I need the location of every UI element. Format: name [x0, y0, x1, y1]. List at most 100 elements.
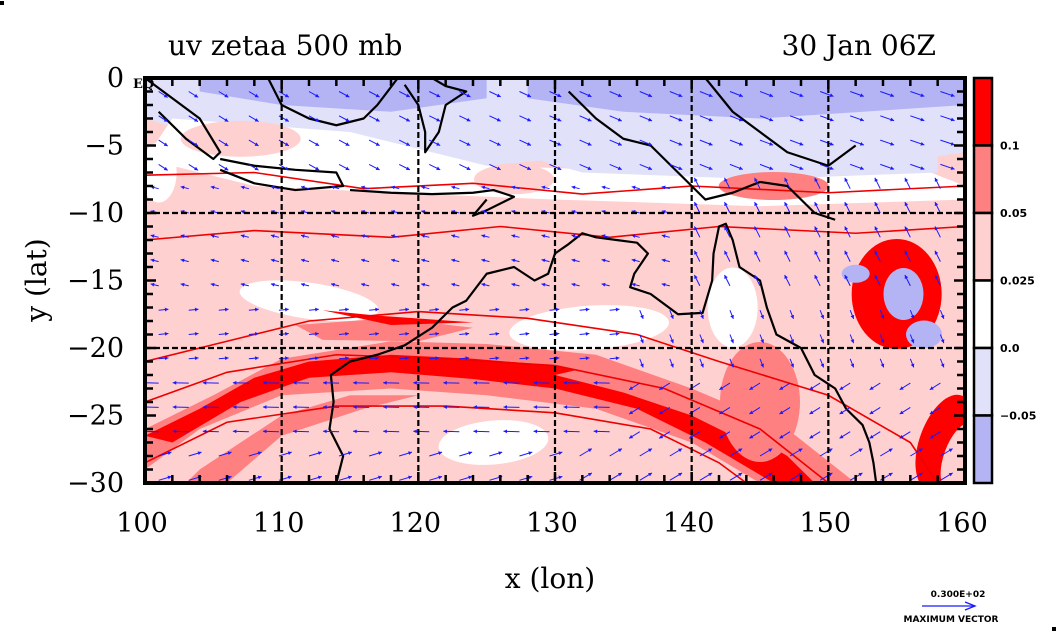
wind-vector-head — [240, 282, 245, 287]
wind-vector-head — [323, 380, 327, 385]
wind-vector-head — [814, 226, 818, 231]
wind-vector-head — [481, 209, 486, 214]
wind-vector-head — [790, 339, 795, 344]
wind-vector-head — [648, 142, 653, 146]
wind-vector-head — [708, 142, 713, 146]
wind-vector-head — [929, 434, 934, 439]
wind-vector-head — [563, 380, 568, 385]
wind-vector-head — [315, 142, 320, 146]
wind-vector-head — [421, 185, 426, 190]
wind-vector-head — [629, 410, 634, 415]
wind-vector-head — [300, 185, 305, 190]
wind-vector-head — [587, 117, 592, 122]
wind-vector-head — [240, 209, 245, 214]
wind-vector-head — [210, 258, 215, 263]
wind-vector-head — [850, 339, 855, 344]
wind-vector-head — [754, 177, 758, 182]
wind-vector-head — [345, 166, 350, 170]
wind-vector-head — [661, 282, 666, 287]
wind-vector-head — [920, 93, 925, 97]
wind-vector-head — [163, 118, 168, 122]
wind-vector-head — [631, 258, 636, 263]
wind-vector-head — [361, 282, 365, 287]
wind-vector-head — [844, 250, 849, 255]
wind-vector-head — [180, 258, 185, 263]
wind-vector-head — [227, 451, 232, 456]
y-tick-label: −10 — [67, 198, 124, 229]
field-neutral-patch — [239, 280, 379, 322]
wind-vector-head — [749, 410, 754, 415]
wind-vector-head — [197, 451, 202, 456]
wind-vector-head — [284, 142, 289, 146]
wind-vector-head — [708, 448, 713, 453]
colorbar-labels: 0.1 0.05 0.025 0.0 −0.05 — [1000, 140, 1036, 423]
wind-vector-head — [224, 118, 229, 122]
wind-vector-head — [769, 117, 774, 122]
wind-vector-head — [436, 93, 441, 98]
wind-vector-head — [760, 314, 764, 319]
wind-vector-head — [331, 282, 335, 287]
corner-mark — [1052, 627, 1056, 631]
wind-vector-head — [601, 234, 606, 238]
wind-vector-head — [563, 429, 568, 434]
wind-vector-head — [413, 405, 417, 410]
wind-vector-head — [601, 258, 606, 263]
colorbar-segment — [972, 279, 994, 350]
wind-vector-head — [180, 234, 185, 238]
wind-vector-head — [899, 434, 904, 439]
wind-vector-head — [555, 331, 560, 336]
wind-vector-head — [528, 451, 533, 456]
wind-vector-head — [375, 307, 379, 312]
wind-vector-head — [617, 448, 622, 453]
wind-vector-head — [678, 472, 683, 477]
contour-line — [145, 171, 965, 195]
wind-vector-head — [293, 429, 297, 434]
wind-vector-head — [254, 356, 259, 361]
wind-vector-head — [435, 356, 440, 361]
wind-vector-head — [874, 275, 879, 280]
wind-vector-head — [315, 118, 320, 122]
coastline-australia — [328, 222, 878, 483]
wind-vector-head — [378, 451, 382, 456]
colorbar-label: 0.0 — [1000, 342, 1020, 355]
wind-vector-head — [678, 93, 683, 98]
wind-vector-head — [466, 166, 471, 170]
wind-vector-head — [405, 356, 409, 361]
wind-vector-head — [859, 141, 864, 146]
wind-vector-head — [496, 117, 501, 122]
wind-vector-head — [405, 331, 409, 336]
wind-vector-head — [869, 434, 874, 439]
x-tick-label: 100 — [116, 508, 168, 539]
wind-vector-head — [768, 472, 773, 477]
wind-vector-head — [920, 117, 925, 122]
wind-vector-head — [224, 166, 229, 171]
wind-vector-head — [323, 405, 327, 410]
wind-vector-head — [593, 380, 598, 385]
wind-vector-head — [232, 380, 237, 385]
wind-vector-head — [890, 117, 895, 122]
wind-vector-head — [465, 307, 470, 312]
wind-vector-head — [150, 282, 155, 287]
field-negative-patch — [883, 268, 924, 320]
wind-vector-head — [481, 234, 486, 238]
colorbar — [972, 76, 994, 485]
wind-vector-head — [262, 380, 267, 385]
wind-vector-head — [391, 209, 396, 214]
wind-vector-head — [345, 331, 349, 336]
wind-vector-head — [571, 185, 576, 190]
coastline-lesser-sunda — [349, 188, 516, 217]
wind-vector-head — [150, 234, 155, 238]
wind-vector-head — [934, 177, 939, 182]
wind-vector-head — [859, 93, 864, 98]
wind-vector-head — [284, 118, 289, 122]
wind-vector-head — [285, 331, 289, 336]
wind-vector-head — [284, 166, 289, 171]
wind-vector-head — [790, 314, 795, 319]
wind-vector-head — [466, 117, 471, 122]
wind-vector-head — [408, 475, 412, 480]
wind-vector-head — [700, 314, 704, 319]
wind-vector-head — [525, 356, 530, 361]
wind-vector-head — [730, 314, 734, 319]
wind-vector-head — [375, 93, 380, 98]
wind-vector-head — [443, 405, 447, 410]
